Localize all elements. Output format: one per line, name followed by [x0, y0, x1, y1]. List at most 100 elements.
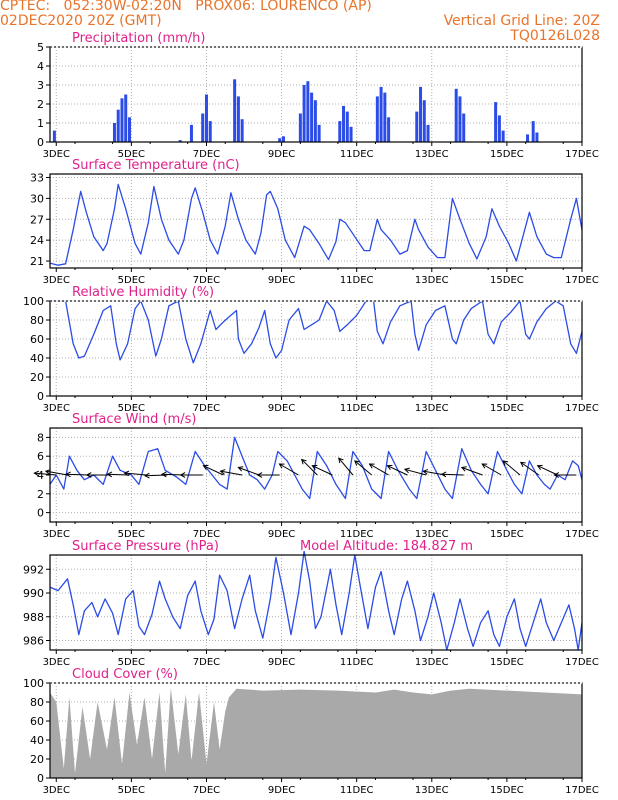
- precip-bar: [531, 121, 535, 142]
- x-tick-label: 17DEC: [565, 149, 599, 160]
- x-tick-label: 7DEC: [193, 275, 220, 286]
- panel-1: 0 1 2 3 4 5 3DEC 5DEC 7DEC 9DEC 11DEC 13DEC 15DEC 17D…: [37, 31, 599, 160]
- precip-bar: [462, 113, 466, 142]
- y-tick-label: 992: [23, 563, 44, 576]
- precip-bar: [387, 117, 391, 142]
- wind-vector-head: [338, 457, 344, 464]
- x-tick-label: 11DEC: [340, 275, 374, 286]
- x-tick-label: 7DEC: [193, 403, 220, 414]
- wind-vector-head: [106, 471, 113, 478]
- y-tick-label: 6: [37, 450, 44, 463]
- wind-vector-head: [519, 461, 526, 468]
- wind-vector-head: [33, 470, 40, 477]
- wind-vector-head: [481, 463, 488, 469]
- wind-vector-head: [502, 460, 509, 466]
- y-tick-label: 27: [30, 213, 44, 226]
- precip-bar: [383, 92, 387, 142]
- header-grid-note: Vertical Grid Line: 20Z: [443, 13, 600, 29]
- wind-vector: [220, 470, 243, 476]
- header-model-code: TQ0126L028: [510, 28, 600, 44]
- precip-bar: [281, 136, 285, 142]
- y-tick-label: 3: [37, 79, 44, 92]
- wind-vector: [520, 461, 540, 476]
- x-tick-label: 13DEC: [415, 657, 449, 668]
- wind-vector: [354, 460, 373, 476]
- y-tick-label: 60: [30, 333, 44, 346]
- y-tick-label: 40: [30, 734, 44, 747]
- y-tick-label: 24: [30, 234, 44, 247]
- panel-title: Surface Pressure (hPa): [72, 539, 219, 554]
- x-tick-label: 9DEC: [268, 529, 295, 540]
- series-line: [49, 550, 583, 651]
- x-tick-label: 15DEC: [490, 529, 524, 540]
- x-tick-label: 11DEC: [340, 657, 374, 668]
- precip-bar: [52, 130, 56, 142]
- precip-bar: [526, 134, 530, 142]
- wind-vector: [404, 468, 427, 476]
- wind-vector: [34, 472, 57, 476]
- x-tick-label: 5DEC: [118, 149, 145, 160]
- x-tick-label: 5DEC: [118, 657, 145, 668]
- y-tick-label: 990: [23, 587, 44, 600]
- precip-bar: [278, 138, 282, 142]
- precip-bar: [342, 105, 346, 142]
- precip-bar: [236, 96, 240, 142]
- y-tick-label: 4: [37, 469, 44, 482]
- precip-bar: [306, 81, 310, 142]
- wind-vector: [387, 465, 408, 476]
- precip-bar: [454, 88, 458, 142]
- wind-vector: [238, 467, 260, 476]
- wind-vector: [312, 465, 333, 476]
- wind-vector: [203, 465, 224, 476]
- wind-vector-head: [85, 472, 92, 478]
- x-tick-label: 9DEC: [268, 657, 295, 668]
- y-tick-label: 986: [23, 635, 44, 648]
- x-tick-label: 3DEC: [43, 785, 70, 796]
- precip-bar: [178, 140, 182, 142]
- x-tick-label: 11DEC: [340, 785, 374, 796]
- wind-vector-head: [386, 464, 393, 471]
- wind-vector-head: [311, 464, 318, 471]
- y-tick-label: 2: [37, 488, 44, 501]
- header-date: 02DEC2020 20Z (GMT): [0, 13, 162, 29]
- precip-bar: [208, 121, 212, 142]
- x-tick-label: 17DEC: [565, 657, 599, 668]
- x-tick-label: 5DEC: [118, 785, 145, 796]
- precip-bar: [458, 96, 462, 142]
- wind-vector-head: [553, 472, 559, 478]
- precip-bar: [501, 130, 505, 142]
- y-tick-label: 4: [37, 60, 44, 73]
- wind-vector-head: [160, 471, 167, 478]
- y-tick-label: 0: [37, 136, 44, 149]
- x-tick-label: 17DEC: [565, 785, 599, 796]
- wind-vector: [502, 460, 521, 476]
- wind-vector: [107, 473, 130, 476]
- y-tick-label: 30: [30, 192, 44, 205]
- wind-vector-head: [422, 469, 429, 475]
- panel-2: 21 24 27 30 33 3DEC 5DEC 7DEC 9DEC 11DEC 13DEC 15DE…: [30, 158, 599, 286]
- x-tick-label: 7DEC: [193, 785, 220, 796]
- y-tick-label: 5: [37, 41, 44, 54]
- precip-bar: [204, 94, 208, 142]
- y-tick-label: 2: [37, 98, 44, 111]
- wind-vector: [369, 463, 389, 476]
- precip-bar: [240, 119, 244, 142]
- precip-bar: [112, 123, 116, 142]
- wind-vector-head: [256, 472, 263, 478]
- y-tick-label: 0: [37, 507, 44, 520]
- wind-vector-head: [368, 463, 375, 469]
- x-tick-label: 15DEC: [490, 149, 524, 160]
- wind-vector-head: [460, 466, 467, 472]
- y-tick-label: 20: [30, 371, 44, 384]
- y-tick-label: 100: [23, 677, 44, 690]
- precip-bar: [120, 98, 124, 142]
- precip-bar: [419, 86, 423, 142]
- precip-bar: [116, 109, 120, 142]
- precip-bar: [127, 117, 131, 142]
- wind-vector-head: [219, 469, 226, 475]
- y-tick-label: 100: [23, 295, 44, 308]
- wind-vector: [66, 473, 89, 476]
- x-tick-label: 15DEC: [490, 403, 524, 414]
- precip-bar: [298, 113, 302, 142]
